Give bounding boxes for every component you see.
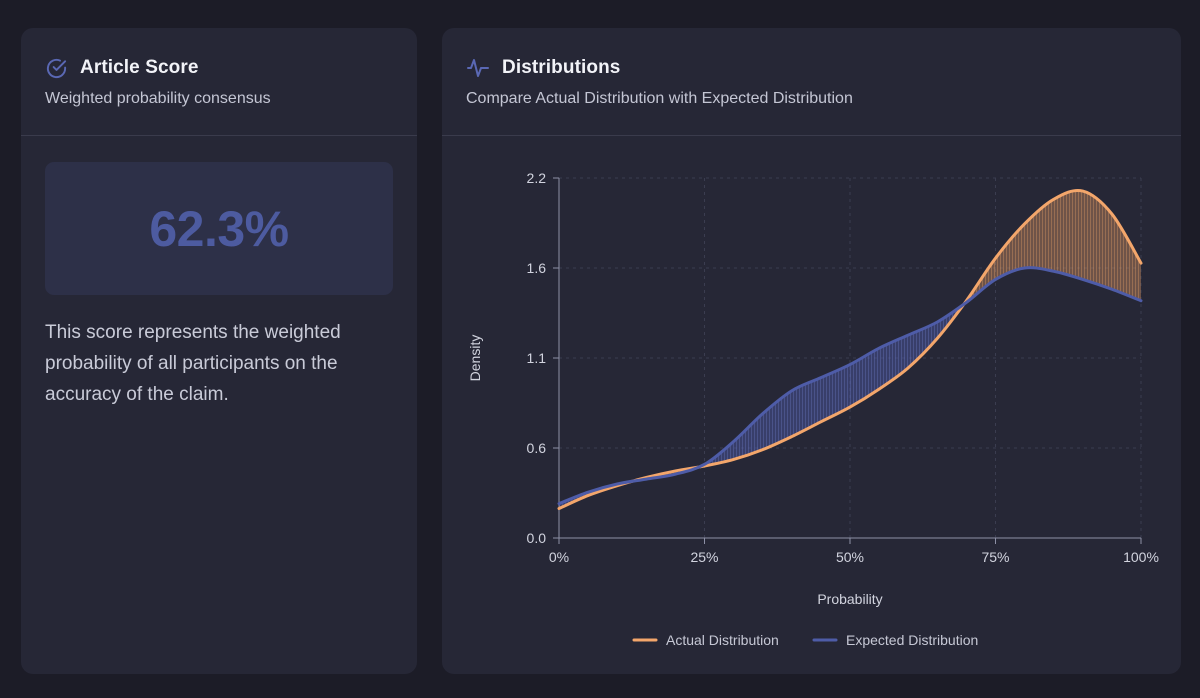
score-description: This score represents the weighted proba… <box>45 322 341 405</box>
distributions-subtitle: Compare Actual Distribution with Expecte… <box>466 90 853 107</box>
distributions-title: Distributions <box>502 57 621 78</box>
distributions-header: Distributions Compare Actual Distributio… <box>442 28 1181 136</box>
distribution-chart: 0.0 0.6 1.1 1.6 2.2 0% 25% 50% 75% 100% Probabilit… <box>467 170 1159 648</box>
x-tick-label: 75% <box>981 549 1009 565</box>
article-score-subtitle: Weighted probability consensus <box>45 90 271 107</box>
legend-expected[interactable]: Expected Distribution <box>812 632 978 648</box>
chart-series <box>557 189 1143 511</box>
x-tick-label: 0% <box>549 549 569 565</box>
actual-distribution-line <box>557 189 1143 511</box>
actual-above-fill <box>559 190 1141 504</box>
chart-axes <box>553 177 1142 544</box>
y-axis-label: Density <box>467 335 483 382</box>
y-tick-label: 2.2 <box>527 170 547 186</box>
article-score-title: Article Score <box>80 57 199 78</box>
y-tick-label: 0.6 <box>527 440 547 456</box>
legend-label: Actual Distribution <box>666 632 779 648</box>
x-tick-label: 25% <box>690 549 718 565</box>
article-score-card: Article Score Weighted probability conse… <box>21 28 417 674</box>
x-axis-label: Probability <box>817 591 882 607</box>
legend-label: Expected Distribution <box>846 632 978 648</box>
legend-actual[interactable]: Actual Distribution <box>632 632 779 648</box>
chart-legend: Actual Distribution Expected Distribution <box>632 632 978 648</box>
score-value: 62.3% <box>149 200 289 257</box>
y-tick-label: 0.0 <box>527 530 547 546</box>
x-tick-label: 100% <box>1123 549 1159 565</box>
y-tick-label: 1.1 <box>527 350 547 366</box>
score-box: 62.3% <box>45 162 393 295</box>
expected-distribution-line <box>557 266 1143 506</box>
article-score-header: Article Score Weighted probability conse… <box>21 28 417 136</box>
activity-pulse-icon <box>466 56 490 80</box>
y-tick-label: 1.6 <box>527 260 547 276</box>
distributions-card: Distributions Compare Actual Distributio… <box>442 28 1181 674</box>
check-circle-icon <box>45 57 68 80</box>
difference-fill <box>559 190 1141 509</box>
chart-labels: 0.0 0.6 1.1 1.6 2.2 0% 25% 50% 75% 100% Probabilit… <box>467 170 1159 607</box>
x-tick-label: 50% <box>836 549 864 565</box>
